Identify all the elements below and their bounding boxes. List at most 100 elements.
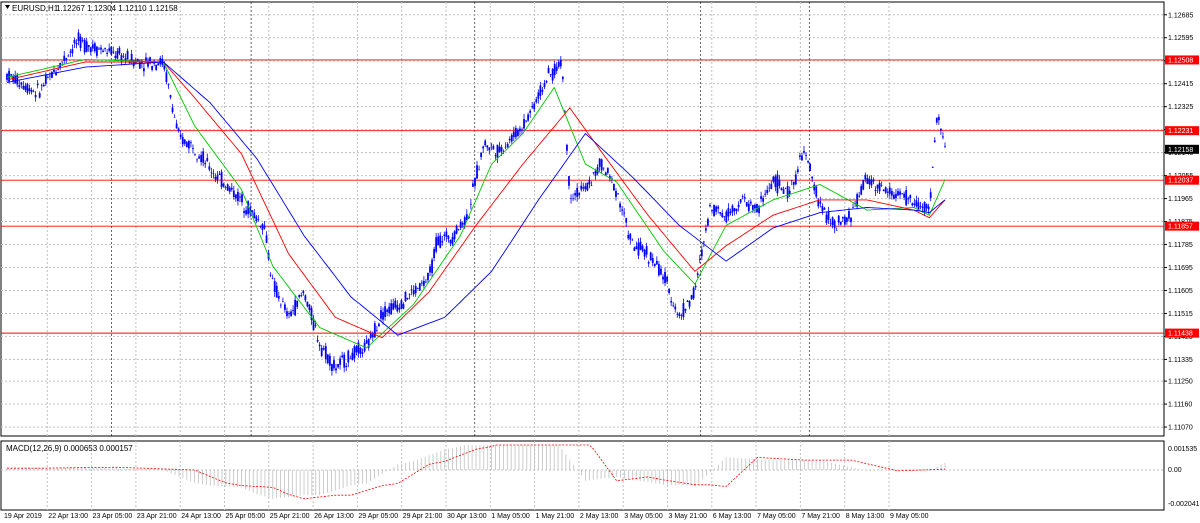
y-tick-label: 1.12685	[1168, 12, 1193, 19]
candle-body	[578, 192, 581, 196]
candle-body	[786, 186, 789, 198]
candle-body	[465, 214, 468, 221]
candle-body	[657, 264, 660, 276]
candle-body	[911, 203, 914, 206]
time-tick-label: 2 May 13:00	[580, 513, 619, 520]
candle-body	[459, 221, 462, 229]
candle-body	[915, 200, 918, 207]
candle-body	[239, 196, 241, 198]
candle-body	[606, 167, 609, 173]
candle-body	[584, 186, 587, 190]
candle-body	[367, 338, 370, 348]
candle-body	[929, 192, 932, 198]
dropdown-triangle-icon[interactable]	[5, 5, 10, 9]
candle-body	[149, 57, 151, 61]
candle-body	[441, 241, 444, 243]
candle-body	[576, 187, 579, 197]
candle-body	[835, 229, 838, 231]
candle-body	[251, 210, 254, 213]
candle-body	[187, 140, 190, 149]
candle-body	[598, 158, 601, 167]
candle-body	[811, 176, 814, 179]
candle-body	[711, 210, 713, 212]
candle-body	[369, 332, 372, 338]
candle-body	[770, 183, 773, 189]
candle-body	[690, 295, 693, 300]
candle-body	[547, 67, 550, 74]
candle-body	[394, 300, 397, 308]
candle-body	[917, 202, 920, 211]
level-tag-label: 1.12037	[1168, 178, 1193, 185]
candle-body	[165, 72, 168, 83]
candle-body	[472, 183, 474, 187]
time-tick-label: 3 May 05:00	[624, 513, 663, 520]
candle-body	[674, 306, 677, 310]
candle-body	[110, 46, 113, 55]
candle-body	[98, 48, 100, 50]
candle-body	[380, 310, 382, 319]
candle-body	[147, 60, 149, 67]
y-tick-label: 1.11965	[1168, 196, 1193, 203]
time-axis[interactable]: 19 Apr 2019 22 Apr 13:00 23 Apr 05:00 23 Ap…	[4, 513, 929, 520]
level-tags: 1.12508 1.12231 1.12037 1.11857 1.11438 1.121…	[1165, 55, 1199, 338]
candle-body	[925, 204, 928, 209]
time-tick-label: 19 Apr 2019	[4, 513, 42, 520]
level-tag	[1165, 55, 1199, 65]
candle-body	[44, 75, 47, 84]
candle-body	[903, 193, 906, 198]
macd-signal-line	[7, 444, 946, 500]
candle-body	[827, 210, 830, 220]
level-tag	[1165, 221, 1199, 231]
candle-body	[698, 258, 701, 260]
candle-body	[386, 309, 389, 312]
candle-body	[482, 146, 485, 149]
candle-body	[304, 295, 307, 301]
candle-body	[36, 83, 39, 86]
candle-body	[651, 257, 654, 263]
candle-body	[245, 210, 247, 215]
candle-body	[537, 92, 540, 99]
candle-body	[320, 347, 323, 356]
candle-body	[899, 191, 901, 195]
candle-body	[375, 330, 378, 331]
candle-body	[647, 262, 650, 264]
candle-body	[553, 64, 556, 76]
candle-body	[905, 190, 908, 206]
candle-body	[909, 195, 912, 199]
candle-body	[645, 246, 648, 255]
candle-body	[243, 211, 245, 213]
candle-body	[226, 184, 229, 191]
level-tag-label: 1.11438	[1168, 331, 1193, 338]
candle-body	[49, 75, 51, 77]
candle-body	[754, 204, 756, 209]
candle-body	[343, 354, 346, 368]
candle-body	[864, 174, 867, 180]
candle-body	[729, 211, 732, 214]
candle-body	[67, 55, 70, 57]
candle-body	[32, 90, 35, 92]
candle-body	[102, 50, 104, 53]
candle-body	[588, 179, 591, 185]
candle-body	[772, 176, 775, 182]
candle-body	[662, 276, 664, 280]
candle-body	[937, 117, 940, 121]
candle-body	[281, 301, 284, 302]
symbol-header[interactable]: EURUSD,H1 1.12267 1.12304 1.12110 1.1215…	[5, 4, 178, 13]
candle-body	[157, 63, 160, 66]
macd-axis[interactable]: 0.001535 0.00 -0.002041	[1168, 446, 1200, 508]
candle-body	[253, 212, 256, 219]
candle-body	[265, 235, 268, 243]
candle-body	[181, 137, 184, 145]
candle-body	[128, 61, 131, 64]
candle-body	[841, 216, 844, 219]
candle-body	[692, 287, 695, 299]
candle-body	[570, 198, 572, 199]
candle-body	[310, 308, 313, 320]
candle-body	[519, 128, 521, 132]
candle-body	[469, 203, 472, 205]
candle-body	[927, 206, 930, 210]
candle-body	[860, 186, 863, 195]
candle-body	[719, 212, 722, 214]
candle-body	[453, 231, 456, 240]
